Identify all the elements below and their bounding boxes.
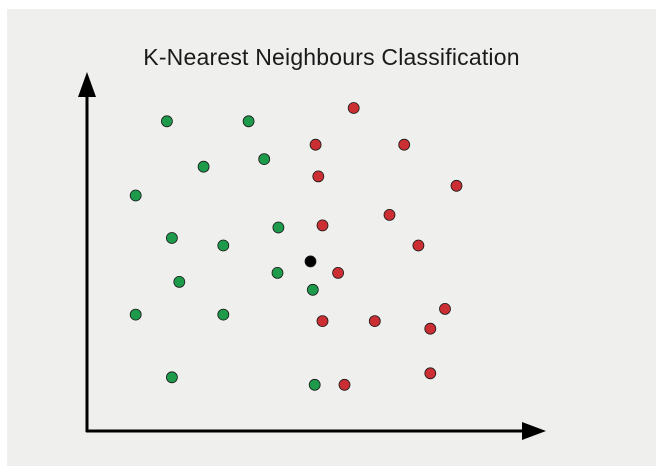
green-point-10 bbox=[271, 266, 284, 279]
green-point-3 bbox=[197, 160, 210, 173]
green-point-4 bbox=[258, 153, 271, 166]
red-point-2 bbox=[309, 138, 322, 151]
green-point-13 bbox=[217, 308, 230, 321]
green-point-5 bbox=[129, 189, 142, 202]
green-point-6 bbox=[165, 232, 178, 244]
chart-title: K-Nearest Neighbours Classification bbox=[143, 44, 520, 70]
red-point-7 bbox=[316, 219, 329, 232]
red-point-6 bbox=[383, 208, 396, 221]
green-point-12 bbox=[129, 308, 142, 321]
red-point-3 bbox=[398, 138, 411, 151]
green-point-14 bbox=[165, 371, 178, 384]
red-point-14 bbox=[424, 367, 437, 380]
chart-background bbox=[7, 9, 656, 466]
red-point-13 bbox=[424, 322, 437, 335]
red-point-8 bbox=[412, 239, 425, 252]
green-point-7 bbox=[217, 239, 230, 252]
x-axis-arrow-icon bbox=[522, 422, 546, 440]
y-axis-arrow-icon bbox=[78, 72, 96, 97]
red-point-1 bbox=[347, 102, 360, 114]
green-point-8 bbox=[272, 221, 285, 234]
green-point-15 bbox=[308, 378, 321, 391]
green-point-1 bbox=[160, 115, 173, 128]
green-point-9 bbox=[173, 275, 186, 288]
red-point-12 bbox=[368, 315, 381, 328]
red-point-9 bbox=[332, 266, 345, 279]
red-point-4 bbox=[312, 170, 325, 183]
red-point-11 bbox=[316, 315, 329, 328]
points-layer bbox=[129, 102, 463, 391]
red-point-5 bbox=[450, 179, 463, 192]
query-point bbox=[304, 255, 317, 268]
red-point-15 bbox=[338, 378, 351, 391]
red-point-10 bbox=[439, 302, 451, 315]
green-point-2 bbox=[242, 115, 255, 128]
green-point-11 bbox=[306, 283, 319, 296]
